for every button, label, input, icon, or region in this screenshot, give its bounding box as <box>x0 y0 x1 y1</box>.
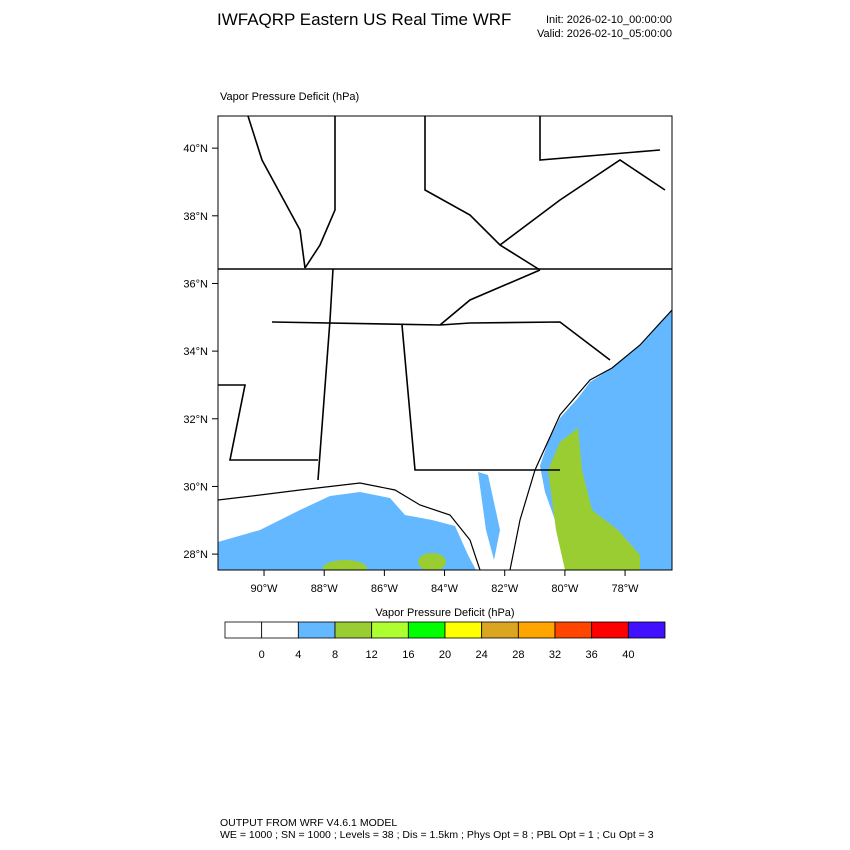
colorbar-box <box>554 621 593 639</box>
colorbar-box <box>481 621 519 639</box>
colorbar-label: 20 <box>439 649 451 661</box>
colorbar-label: 28 <box>512 649 524 661</box>
state-lines <box>218 116 672 481</box>
colorbar-box <box>444 621 483 639</box>
colorbar-box <box>297 621 336 639</box>
field-title: Vapor Pressure Deficit (hPa) <box>220 91 359 103</box>
colorbar-label: 8 <box>332 649 338 661</box>
colorbar-box <box>591 621 629 639</box>
colorbar-label: 0 <box>259 649 265 661</box>
footer-line: WE = 1000 ; SN = 1000 ; Levels = 38 ; Di… <box>220 829 654 841</box>
y-tick-label: 32°N <box>183 414 208 426</box>
y-tick-label: 34°N <box>183 346 208 358</box>
valid-time: Valid: 2026-02-10_05:00:00 <box>537 28 672 40</box>
colorbar-label: 32 <box>549 649 561 661</box>
colorbar-box <box>627 621 666 639</box>
x-tick-label: 90°W <box>251 583 279 595</box>
colorbar-label: 36 <box>586 649 598 661</box>
colorbar-box <box>261 621 299 639</box>
title: IWFAQRP Eastern US Real Time WRF <box>217 10 511 29</box>
y-tick-label: 30°N <box>183 481 208 493</box>
colorbar-label: 40 <box>622 649 634 661</box>
atlantic-green <box>548 428 640 570</box>
colorbar-box <box>371 621 409 639</box>
y-tick-label: 36°N <box>183 278 208 290</box>
x-tick-label: 86°W <box>371 583 399 595</box>
gulf-green <box>418 553 446 570</box>
x-tick-label: 84°W <box>431 583 459 595</box>
y-tick-label: 38°N <box>183 211 208 223</box>
x-tick-label: 78°W <box>612 583 640 595</box>
coastline <box>218 309 672 570</box>
y-tick-label: 28°N <box>183 549 208 561</box>
footer-line: OUTPUT FROM WRF V4.6.1 MODEL <box>220 817 397 829</box>
colorbar-box <box>407 621 446 639</box>
gulf-field <box>218 492 476 570</box>
x-tick-label: 82°W <box>491 583 519 595</box>
colorbar-label: 24 <box>476 649 488 661</box>
colorbar-label: 12 <box>366 649 378 661</box>
x-tick-label: 80°W <box>551 583 579 595</box>
coast-strip <box>478 472 500 560</box>
colorbar-box <box>334 621 373 639</box>
colorbar-box <box>224 621 263 639</box>
colorbar-title: Vapor Pressure Deficit (hPa) <box>375 607 514 619</box>
x-tick-label: 88°W <box>311 583 339 595</box>
colorbar-label: 4 <box>295 649 301 661</box>
colorbar-label: 16 <box>402 649 414 661</box>
init-time: Init: 2026-02-10_00:00:00 <box>546 14 672 26</box>
y-tick-label: 40°N <box>183 143 208 155</box>
colorbar-box <box>517 621 556 639</box>
gulf-green <box>323 560 367 570</box>
map <box>218 116 672 570</box>
